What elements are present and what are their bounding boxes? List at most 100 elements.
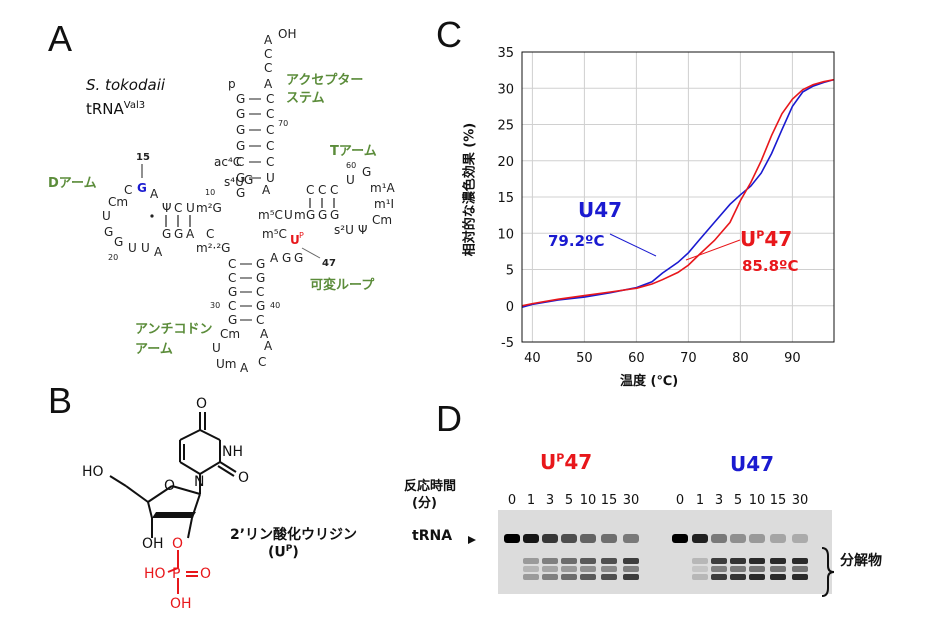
nt-acl-u: U [212, 341, 221, 355]
product-band [770, 558, 786, 564]
y-tick-label: 20 [497, 155, 514, 170]
nt-a3-2: C [264, 47, 272, 61]
product-band [730, 566, 746, 572]
anticodon-arm-label: アンチコドン アーム [135, 320, 212, 360]
nt-ac3-5: C [256, 313, 264, 327]
product-band [692, 574, 708, 580]
intact-band [770, 534, 786, 543]
nt-dc: C [174, 201, 182, 215]
x-tick-label: 40 [524, 351, 541, 366]
nt-d-u2: U [141, 241, 150, 255]
nt-a5-6: G [236, 171, 245, 185]
panel-d: UP47 U47 反応時間 (分) tRNA 分解物 0 1 3 5 10 15 30 0 1 3… [404, 440, 928, 620]
trna-cloverleaf: p G G G G C G G A OH C C A C C C C C U 7… [102, 27, 396, 375]
product-band [692, 566, 708, 572]
nt-m5c-t: m⁵C [258, 208, 283, 222]
d-arm-label: Dアーム [48, 176, 97, 191]
lane-time-label: 15 [770, 493, 787, 508]
nt-ac5-5: G [228, 313, 237, 327]
variable-loop-label: 可変ループ [310, 278, 375, 293]
product-band [580, 566, 596, 572]
anticodon-arm-line-2: アーム [135, 342, 173, 357]
lane-time-label: 3 [715, 493, 723, 508]
y-tick-label: 10 [497, 227, 514, 242]
product-band [542, 558, 558, 564]
t-stem-pairs [309, 198, 335, 208]
nt-ac4c: ac⁴C [214, 155, 241, 169]
nt-ac3-4: G [256, 299, 265, 313]
nt-a3-8: C [266, 139, 274, 153]
product-band [561, 566, 577, 572]
x-tick-label: 60 [628, 351, 645, 366]
series-line-1 [521, 78, 835, 307]
chart-xlabel: 温度 (℃) [620, 374, 679, 389]
gel-background [498, 510, 832, 594]
nt-acl-a2: A [264, 339, 273, 353]
species-label: S. tokodaii [86, 76, 166, 94]
up47-base: U [740, 227, 757, 251]
lane-time-label: 15 [601, 493, 618, 508]
nt-tl-psi: Ψ [358, 223, 367, 237]
y-tick-label: 35 [497, 46, 514, 61]
acceptor-stem-label: アクセプター ステム [286, 72, 363, 108]
nt-t-m: m [294, 208, 306, 222]
nt-ac3-6: A [260, 327, 269, 341]
nt-tg1: G [306, 208, 315, 222]
product-band [730, 574, 746, 580]
intact-band [730, 534, 746, 543]
nt-ac5-2: C [228, 271, 236, 285]
nt-tg2: G [318, 208, 327, 222]
degradation-label: 分解物 [840, 553, 882, 569]
time-label: 反応時間 (分) [404, 478, 456, 512]
nt-a3-6: C [266, 107, 274, 121]
time-label-2: (分) [412, 496, 437, 511]
lane-time-label: 5 [565, 493, 573, 508]
compound-name: 2’リン酸化ウリジン [230, 527, 358, 543]
nt-a3-7: C [266, 123, 274, 137]
up47-sup: P [756, 228, 765, 242]
atom-oh: OH [142, 536, 164, 552]
lane-time-label: 1 [527, 493, 535, 508]
nt-t-g: G [244, 173, 253, 187]
g15-number: 15 [136, 152, 150, 163]
product-band [792, 574, 808, 580]
nt-tl-g: G [362, 165, 371, 179]
product-band [730, 558, 746, 564]
trna-label: tRNAVal3 [86, 100, 145, 118]
x-tick-label: 50 [576, 351, 593, 366]
product-band [623, 566, 639, 572]
nt-a5-1: G [236, 92, 245, 106]
nt-var-g2: G [294, 251, 303, 265]
x-tick-label: 90 [784, 351, 801, 366]
acceptor-stem-line-1: アクセプター [286, 73, 364, 88]
panel-b: O NH O N O HO OH O HO P O OH 2’リン酸化ウリジン … [60, 390, 420, 620]
u47-tm-label: 79.2ºC [548, 232, 605, 250]
series [521, 78, 835, 308]
product-band [692, 558, 708, 564]
nt-ac3-1: G [256, 257, 265, 271]
anticodon-arm-line-1: アンチコドン [135, 322, 213, 337]
nt-dg1: G [162, 227, 171, 241]
nt-t-a: A [262, 183, 271, 197]
product-band [749, 574, 765, 580]
lane-labels: 0 1 3 5 10 15 30 0 1 3 5 10 15 30 [508, 493, 808, 508]
atom-o-right: O [238, 470, 249, 486]
product-band [580, 574, 596, 580]
lane-time-label: 10 [749, 493, 766, 508]
nt-a5-7: G [236, 186, 245, 200]
oh-label: OH [278, 27, 296, 41]
atom-nh: NH [222, 444, 243, 460]
u47-number: 47 [322, 258, 336, 269]
acceptor-stem-line-2: ステム [286, 91, 325, 106]
product-band [542, 566, 558, 572]
x-tick-label: 80 [732, 351, 749, 366]
nt-p: p [228, 77, 236, 91]
ticks: 40 50 60 70 80 90 -5 0 5 10 15 20 25 30 35 [497, 46, 800, 366]
uridine-structure: O NH O N O HO OH O HO P O OH [82, 396, 249, 612]
nt-a3-3: C [264, 61, 272, 75]
atom-o-ring: O [164, 478, 175, 494]
intact-band [623, 534, 639, 543]
product-band [623, 574, 639, 580]
nt-ac5-3: G [228, 285, 237, 299]
nt-tl-s2u: s²U [334, 223, 354, 237]
